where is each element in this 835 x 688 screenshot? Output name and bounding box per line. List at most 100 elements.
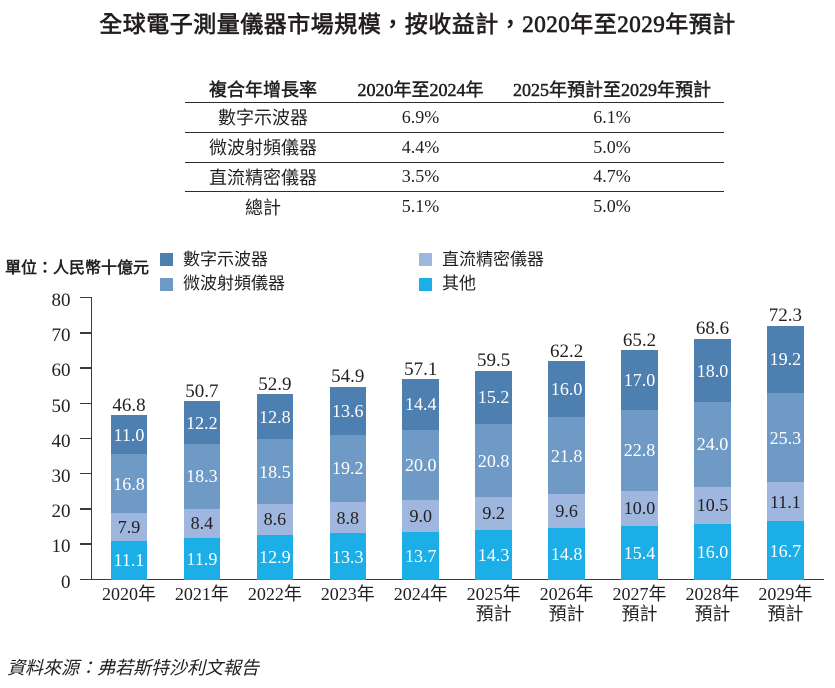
table-rule — [185, 191, 724, 193]
legend-swatch-microwave-rf — [160, 277, 173, 291]
bar-segment-value: 15.4 — [623, 542, 656, 563]
table-row-label: 數字示波器 — [218, 108, 308, 129]
unit-label: 單位：人民幣十億元 — [5, 260, 150, 278]
bar-segment: 15.4 — [621, 525, 658, 580]
y-axis-tick-label: 80 — [51, 289, 71, 311]
bar-segment: 10.0 — [621, 490, 658, 526]
bar-segment-value: 9.2 — [482, 503, 505, 524]
bar-total-label: 59.5 — [477, 350, 511, 372]
bar-segment-value: 10.5 — [696, 495, 729, 516]
bar-segment: 8.4 — [183, 508, 221, 539]
bar-segment: 8.6 — [256, 504, 294, 535]
bar-total-label: 62.2 — [549, 340, 584, 362]
bar-segment: 11.1 — [110, 540, 148, 580]
bar-segment-value: 20.8 — [477, 450, 510, 471]
bar-segment-value: 13.7 — [404, 545, 437, 566]
table-rule — [185, 102, 724, 103]
bar-segment: 7.9 — [110, 513, 148, 541]
bar-segment: 14.4 — [402, 379, 439, 430]
bar-segment: 21.8 — [548, 417, 585, 495]
x-axis-category-label: 2029年 預計 — [758, 584, 813, 624]
bar-segment-value: 16.8 — [113, 473, 145, 494]
y-axis-tick — [79, 332, 92, 334]
y-axis-tick-label: 30 — [51, 465, 71, 487]
y-axis-tick — [79, 367, 92, 369]
table-cell: 5.0% — [593, 136, 631, 157]
legend-item-digital-oscilloscope: 數字示波器 — [160, 251, 268, 268]
table-header-metric: 複合年增長率 — [209, 80, 318, 101]
table-cell: 3.5% — [401, 166, 440, 187]
bar-total-label: 72.3 — [768, 305, 802, 326]
table-row-label: 微波射頻儀器 — [209, 138, 317, 159]
bar-segment: 25.3 — [767, 393, 804, 483]
legend-label: 微波射頻儀器 — [183, 274, 285, 293]
bar-segment-value: 14.3 — [477, 544, 510, 565]
source-note: 資料來源：弗若斯特沙利文報告 — [7, 658, 259, 678]
bar-segment: 11.1 — [767, 482, 804, 522]
y-axis-tick — [79, 296, 92, 299]
y-axis-tick — [79, 508, 92, 510]
bar-segment-value: 13.3 — [332, 546, 364, 567]
legend-swatch-dc-precision — [419, 253, 432, 266]
legend-label: 其他 — [442, 274, 476, 293]
bar-segment-value: 16.7 — [769, 540, 802, 561]
legend-item-dc-precision: 直流精密儀器 — [419, 251, 544, 268]
bar-segment: 9.0 — [402, 500, 439, 532]
bar-segment-value: 9.0 — [409, 505, 432, 526]
bar-segment-value: 18.0 — [696, 360, 729, 381]
legend-swatch-other — [419, 277, 432, 291]
bar-segment: 22.8 — [621, 410, 658, 491]
bar-segment-value: 17.0 — [623, 370, 656, 391]
table-row-label: 總計 — [245, 197, 281, 218]
bar-segment-value: 8.6 — [263, 509, 287, 530]
bar-segment: 12.9 — [256, 534, 294, 580]
table-row-label: 直流精密儀器 — [209, 167, 317, 188]
x-axis-category-label: 2020年 — [102, 584, 156, 604]
legend-item-microwave-rf: 微波射頻儀器 — [160, 274, 285, 293]
bar-segment: 10.5 — [694, 486, 731, 524]
bar-total-label: 68.6 — [695, 318, 730, 340]
x-axis-category-label: 2024年 — [393, 584, 448, 604]
bar-segment-value: 13.6 — [332, 400, 364, 421]
bar-total-label: 46.8 — [112, 394, 146, 416]
bar-segment: 18.0 — [694, 338, 731, 403]
bar-segment-value: 20.0 — [404, 454, 437, 475]
y-axis-tick — [79, 472, 92, 475]
bar-segment-value: 7.9 — [117, 517, 141, 537]
bar-segment-value: 11.1 — [769, 491, 801, 512]
x-axis-category-label: 2025年 預計 — [466, 584, 521, 624]
y-axis-tick — [79, 437, 92, 440]
bar-segment: 8.8 — [329, 502, 367, 534]
x-axis-category-label: 2023年 — [320, 584, 375, 604]
table-rule — [185, 131, 724, 133]
bar-segment-value: 12.9 — [259, 547, 291, 568]
table-cell: 5.0% — [593, 196, 631, 217]
y-axis-tick-label: 0 — [61, 571, 71, 593]
table-header-2020-2024: 2020年至2024年 — [357, 80, 484, 101]
y-axis-tick-label: 50 — [51, 395, 71, 417]
y-axis-tick-label: 20 — [51, 501, 71, 523]
bar-segment-value: 15.2 — [477, 387, 510, 408]
bar-segment: 11.0 — [110, 415, 148, 454]
bar-segment-value: 14.4 — [404, 394, 437, 415]
y-axis-tick — [79, 543, 92, 545]
table-cell: 6.1% — [593, 106, 631, 127]
bar-total-label: 54.9 — [331, 366, 365, 388]
bar-segment: 13.3 — [329, 533, 367, 580]
bar-segment: 19.2 — [767, 325, 804, 394]
y-axis-tick-label: 10 — [51, 536, 71, 558]
y-axis-tick — [79, 402, 92, 404]
bar-segment: 18.3 — [183, 444, 221, 509]
bar-total-label: 57.1 — [404, 358, 438, 380]
bar-segment-value: 11.0 — [113, 424, 145, 445]
bar-segment: 9.2 — [475, 497, 512, 530]
bar-segment-value: 8.8 — [336, 507, 360, 528]
bar-segment: 12.8 — [256, 394, 294, 440]
y-axis-tick-label: 70 — [51, 325, 71, 347]
x-axis-category-label: 2028年 預計 — [685, 584, 740, 624]
x-axis-category-label: 2026年 預計 — [539, 584, 594, 624]
bar-segment-value: 16.0 — [696, 541, 729, 562]
bar-segment-value: 25.3 — [769, 427, 802, 448]
bar-segment-value: 11.9 — [186, 549, 218, 570]
